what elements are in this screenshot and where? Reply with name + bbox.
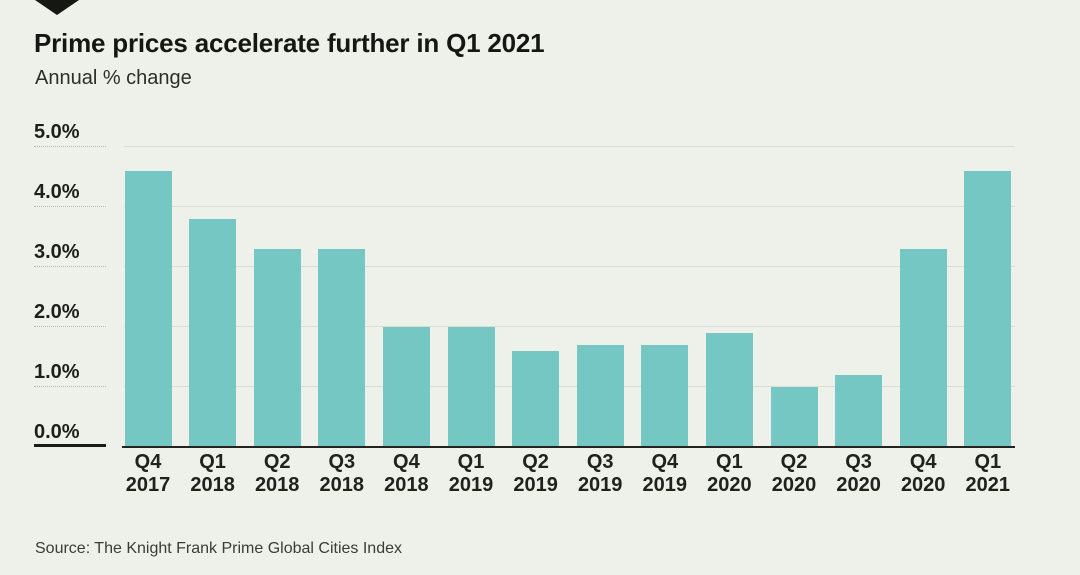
x-tick-year: 2019 [577, 474, 623, 496]
bar [512, 351, 560, 447]
gridline [124, 266, 1015, 267]
x-tick-quarter: Q2 [780, 451, 808, 473]
x-tick-quarter: Q4 [134, 451, 162, 473]
down-arrow-icon [35, 0, 79, 15]
x-axis-tick-label: Q3 2020 [819, 451, 899, 497]
chart-subtitle: Annual % change [35, 67, 192, 89]
bar [189, 219, 237, 447]
gridline [124, 206, 1015, 207]
bar [641, 345, 689, 447]
x-tick-quarter: Q2 [522, 451, 549, 473]
bar [318, 249, 366, 447]
bar [705, 333, 753, 447]
x-axis-tick-label: Q1 2019 [431, 451, 511, 497]
bar [447, 327, 495, 447]
x-tick-year: 2018 [384, 474, 429, 496]
x-tick-year: 2019 [448, 474, 494, 496]
x-axis-tick-label: Q3 2018 [302, 451, 382, 497]
x-axis-tick-label: Q4 2019 [625, 451, 705, 497]
y-axis-tick-label: 5.0% [34, 119, 106, 147]
gridline [122, 446, 1015, 448]
gridline [124, 146, 1015, 147]
x-axis-tick-label: Q1 2021 [948, 451, 1028, 497]
x-tick-quarter: Q3 [328, 451, 356, 473]
x-tick-quarter: Q3 [845, 451, 872, 473]
chart-title: Prime prices accelerate further in Q1 20… [34, 28, 545, 58]
x-tick-quarter: Q4 [393, 451, 420, 473]
x-tick-quarter: Q1 [457, 451, 485, 473]
x-tick-year: 2018 [254, 474, 300, 496]
x-tick-year: 2019 [642, 474, 688, 496]
source-note: Source: The Knight Frank Prime Global Ci… [35, 540, 402, 557]
bar [964, 171, 1012, 447]
x-tick-quarter: Q1 [974, 451, 1002, 473]
x-axis-tick-label: Q4 2017 [108, 451, 188, 497]
x-axis-tick-label: Q1 2018 [173, 451, 253, 497]
bar [253, 249, 301, 447]
x-tick-quarter: Q1 [199, 451, 226, 473]
x-tick-quarter: Q3 [586, 451, 614, 473]
x-tick-year: 2020 [836, 474, 881, 496]
bar [124, 171, 172, 447]
x-axis-tick-label: Q3 2019 [560, 451, 640, 497]
x-axis-tick-label: Q4 2020 [883, 451, 963, 497]
y-axis-tick-label: 3.0% [34, 239, 106, 267]
x-axis-tick-label: Q1 2020 [689, 451, 769, 497]
y-axis-tick-label: 1.0% [34, 359, 106, 387]
y-axis-tick-label: 2.0% [34, 299, 106, 327]
gridline [124, 386, 1015, 387]
x-tick-year: 2018 [190, 474, 235, 496]
y-axis-tick-label: 4.0% [34, 179, 106, 207]
x-tick-quarter: Q4 [651, 451, 679, 473]
gridline [124, 326, 1015, 327]
bar [899, 249, 947, 447]
x-tick-year: 2019 [513, 474, 558, 496]
x-tick-year: 2021 [965, 474, 1011, 496]
x-tick-quarter: Q2 [263, 451, 291, 473]
x-tick-year: 2018 [319, 474, 365, 496]
x-tick-year: 2017 [125, 474, 171, 496]
bar [382, 327, 430, 447]
y-axis-tick-label: 0.0% [34, 419, 106, 447]
x-tick-year: 2020 [771, 474, 817, 496]
x-tick-quarter: Q1 [716, 451, 743, 473]
x-tick-year: 2020 [707, 474, 752, 496]
x-axis-tick-label: Q2 2019 [496, 451, 576, 497]
x-axis-tick-label: Q2 2020 [754, 451, 834, 497]
x-tick-quarter: Q4 [909, 451, 937, 473]
x-tick-year: 2020 [900, 474, 946, 496]
x-axis-tick-label: Q2 2018 [237, 451, 317, 497]
bar [576, 345, 624, 447]
bar [770, 387, 818, 447]
bar [835, 375, 883, 447]
x-axis-tick-label: Q4 2018 [366, 451, 446, 497]
